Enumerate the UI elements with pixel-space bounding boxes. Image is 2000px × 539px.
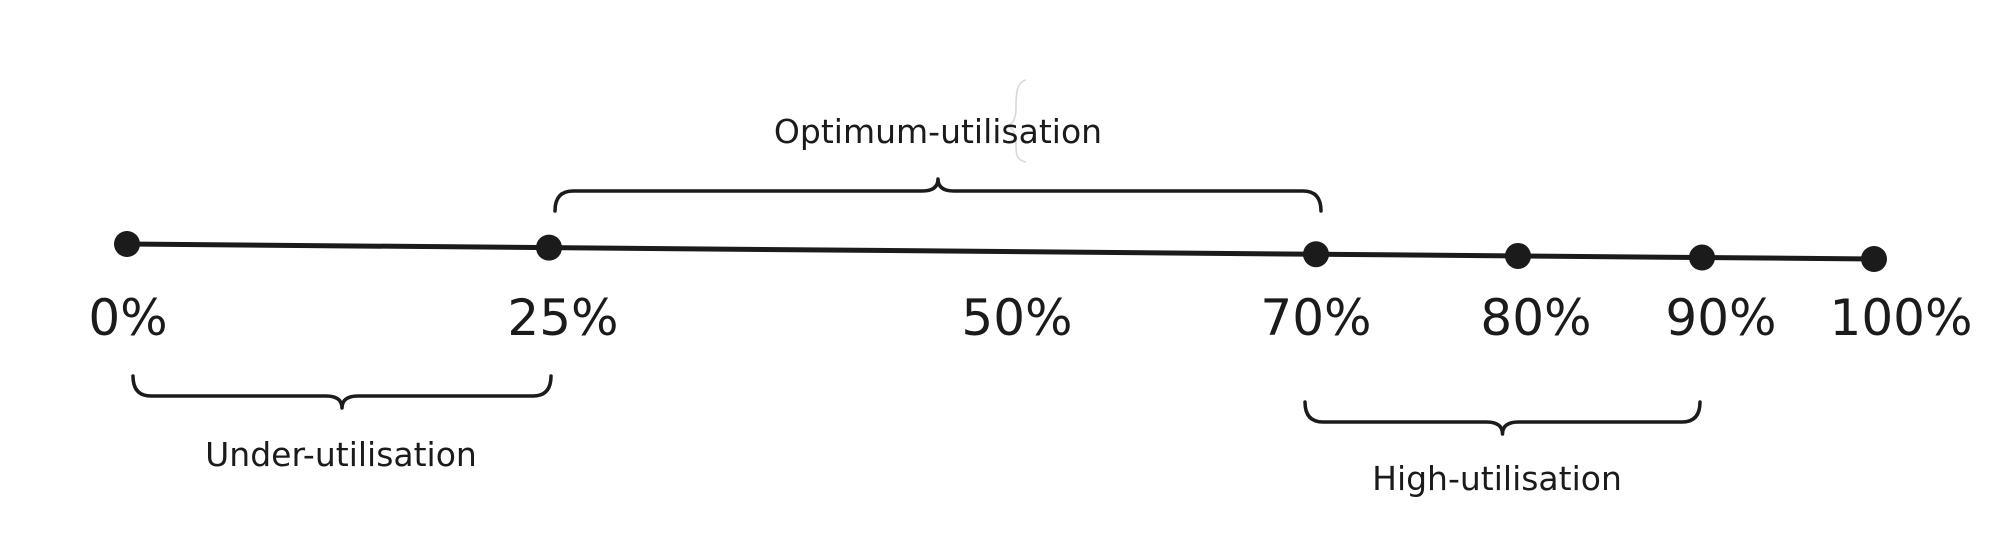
tick-label-25: 25%: [507, 289, 618, 347]
under-utilisation-label: Under-utilisation: [205, 435, 477, 474]
scale-marker-100: [1861, 246, 1887, 272]
high-utilisation-label: High-utilisation: [1372, 459, 1622, 498]
tick-label-0: 0%: [88, 289, 167, 347]
tick-labels: 0% 25% 50% 70% 80% 90% 100%: [88, 289, 1972, 347]
tick-label-70: 70%: [1260, 289, 1371, 347]
tick-label-100: 100%: [1830, 289, 1973, 347]
scale-marker-0: [114, 231, 140, 257]
tick-label-50: 50%: [961, 289, 1072, 347]
scale-marker-25: [536, 234, 562, 261]
scale-marker-80: [1505, 242, 1531, 269]
optimum-utilisation-brace: [553, 177, 1323, 213]
scale-marker-90: [1689, 244, 1715, 271]
under-utilisation-brace: [131, 374, 553, 410]
high-utilisation-brace: [1303, 400, 1702, 436]
tick-label-90: 90%: [1665, 289, 1776, 347]
scale-marker-70: [1303, 241, 1329, 268]
stray-brace-mark: [1006, 79, 1027, 163]
scale-line: [124, 241, 1877, 262]
tick-label-80: 80%: [1480, 289, 1591, 347]
scale-markers: [114, 231, 1887, 272]
optimum-utilisation-label: Optimum-utilisation: [774, 112, 1102, 151]
